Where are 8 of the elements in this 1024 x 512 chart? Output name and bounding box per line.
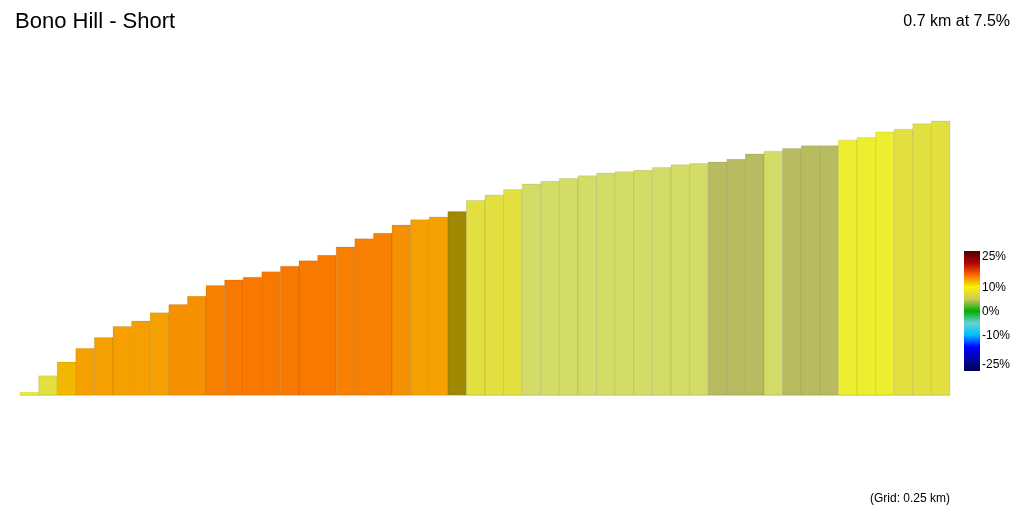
chart-title: Bono Hill - Short	[15, 8, 176, 33]
color-bar-label: -25%	[982, 357, 1011, 371]
color-bar-label: -10%	[982, 328, 1011, 342]
color-bar-label: 0%	[982, 304, 1000, 318]
color-bar-label: 10%	[982, 280, 1007, 294]
color-bar-label: 25%	[982, 249, 1007, 263]
text: (Grid: 0.25 km)	[869, 491, 950, 505]
chart-subtitle: 0.7 km at 7.5%	[903, 12, 1010, 29]
